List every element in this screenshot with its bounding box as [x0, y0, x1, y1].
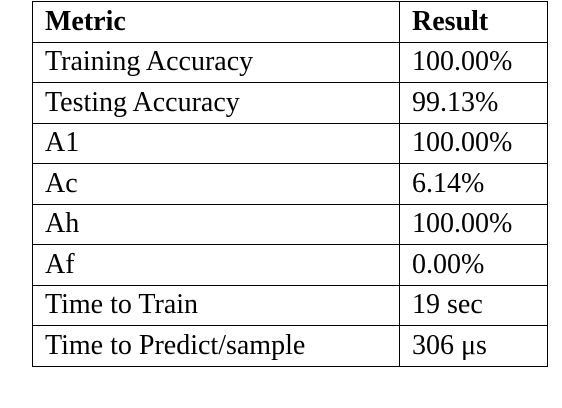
result-cell: 99.13% [399, 82, 548, 124]
result-cell: 6.14% [399, 163, 548, 205]
result-cell: 100.00% [399, 122, 548, 164]
result-cell: 19 sec [399, 284, 548, 326]
table-row: A1 100.00% [32, 122, 548, 164]
metric-cell: Af [32, 244, 400, 286]
header-cell: Result [399, 1, 548, 43]
metric-cell: Ac [32, 163, 400, 205]
metric-cell: A1 [32, 122, 400, 164]
results-table: Metric Result Training Accuracy 100.00% Tes… [32, 1, 548, 367]
table-row: Af 0.00% [32, 244, 548, 286]
header-cell: Metric [32, 1, 400, 43]
metric-cell: Training Accuracy [32, 41, 400, 83]
table-row: Ac 6.14% [32, 163, 548, 205]
metric-cell: Time to Predict/sample [32, 325, 400, 367]
result-cell: 306 μs [399, 325, 548, 367]
result-cell: 0.00% [399, 244, 548, 286]
metric-cell: Testing Accuracy [32, 82, 400, 124]
header-row: Metric Result [32, 1, 548, 43]
table-head: Metric Result [32, 1, 548, 43]
table-row: Time to Train 19 sec [32, 284, 548, 326]
table-row: Time to Predict/sample 306 μs [32, 325, 548, 367]
result-cell: 100.00% [399, 41, 548, 83]
table-row: Training Accuracy 100.00% [32, 41, 548, 83]
table-body: Training Accuracy 100.00% Testing Accuracy… [32, 41, 548, 367]
result-cell: 100.00% [399, 203, 548, 245]
table-row: Testing Accuracy 99.13% [32, 82, 548, 124]
metric-cell: Time to Train [32, 284, 400, 326]
table-row: Ah 100.00% [32, 203, 548, 245]
metric-cell: Ah [32, 203, 400, 245]
